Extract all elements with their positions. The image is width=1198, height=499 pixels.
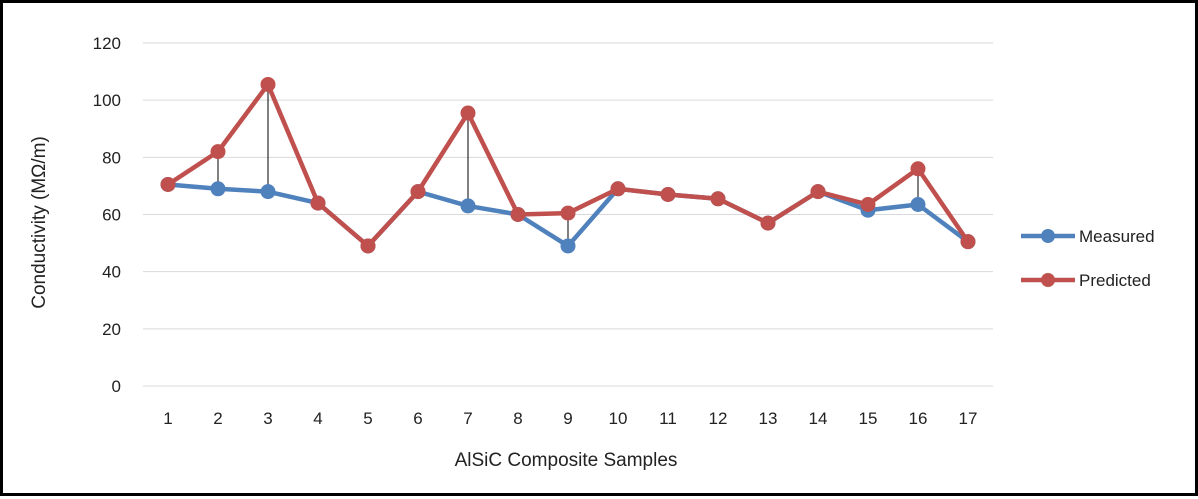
x-tick-label: 7	[463, 409, 472, 428]
data-point	[910, 161, 926, 177]
x-tick-label: 1	[163, 409, 172, 428]
x-axis-ticks: 1 2 3 4 5 6 7 8 9 10 11 12 13 14 15 16 17	[163, 409, 977, 428]
series-predicted	[160, 76, 976, 254]
data-point	[260, 76, 276, 92]
y-tick-label: 100	[93, 91, 121, 110]
x-tick-label: 2	[213, 409, 222, 428]
x-axis-title: AlSiC Composite Samples	[455, 450, 678, 471]
y-tick-label: 40	[102, 263, 121, 282]
data-point	[160, 176, 176, 192]
x-tick-label: 16	[909, 409, 928, 428]
x-tick-label: 17	[959, 409, 978, 428]
x-tick-label: 9	[563, 409, 572, 428]
difference-connectors	[217, 84, 919, 246]
data-point	[560, 238, 576, 254]
x-tick-label: 13	[759, 409, 778, 428]
y-tick-label: 0	[112, 377, 121, 396]
x-tick-label: 8	[513, 409, 522, 428]
legend-label: Measured	[1079, 227, 1155, 246]
legend-swatch-marker	[1041, 273, 1055, 287]
data-point	[410, 184, 426, 200]
data-point	[210, 144, 226, 160]
x-tick-label: 10	[609, 409, 628, 428]
data-point	[610, 181, 626, 197]
x-tick-label: 14	[809, 409, 828, 428]
y-tick-label: 20	[102, 320, 121, 339]
y-tick-label: 120	[93, 34, 121, 53]
data-point	[910, 196, 926, 212]
legend: Measured Predicted	[1021, 227, 1155, 290]
data-point	[760, 215, 776, 231]
gridlines	[143, 42, 993, 387]
x-tick-label: 12	[709, 409, 728, 428]
legend-label: Predicted	[1079, 271, 1151, 290]
y-tick-label: 60	[102, 206, 121, 225]
legend-swatch-marker	[1041, 229, 1055, 243]
data-point	[360, 238, 376, 254]
y-tick-label: 80	[102, 148, 121, 167]
data-point	[660, 186, 676, 202]
data-point	[810, 184, 826, 200]
data-point	[460, 105, 476, 121]
x-tick-label: 15	[859, 409, 878, 428]
x-tick-label: 5	[363, 409, 372, 428]
legend-item-measured: Measured	[1021, 227, 1155, 246]
data-point	[260, 184, 276, 200]
series-lines	[160, 76, 976, 254]
x-tick-label: 11	[659, 409, 677, 428]
y-axis-ticks: 0 20 40 60 80 100 120	[93, 34, 121, 396]
data-point	[560, 205, 576, 221]
x-tick-label: 6	[413, 409, 422, 428]
x-tick-label: 3	[263, 409, 272, 428]
data-point	[210, 181, 226, 197]
x-tick-label: 4	[313, 409, 322, 428]
data-point	[960, 234, 976, 250]
data-point	[710, 191, 726, 207]
y-axis-title: Conductivity (MΩ/m)	[29, 136, 50, 309]
data-point	[460, 198, 476, 214]
data-point	[860, 196, 876, 212]
data-point	[310, 195, 326, 211]
data-point	[510, 207, 526, 222]
legend-item-predicted: Predicted	[1021, 271, 1151, 290]
